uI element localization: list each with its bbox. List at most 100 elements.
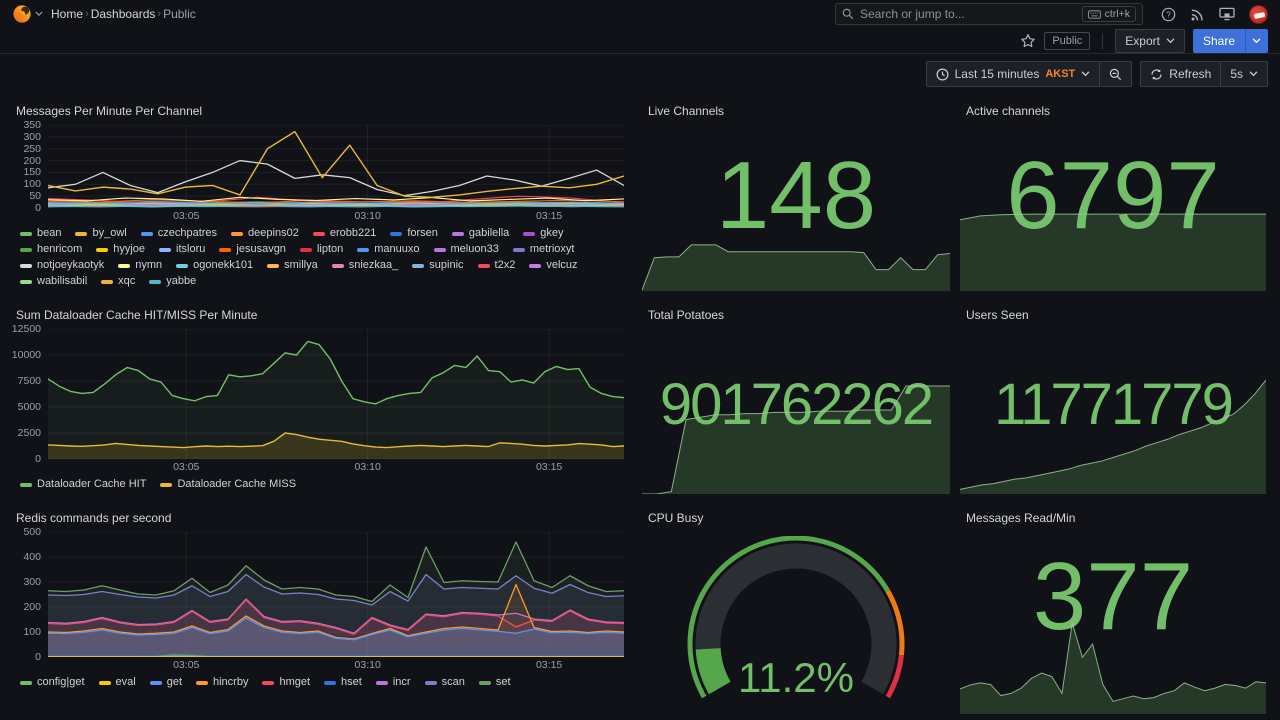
legend-item[interactable]: set	[478, 676, 511, 689]
breadcrumb-dashboards[interactable]: Dashboards	[90, 7, 156, 21]
legend-item[interactable]: Dataloader Cache MISS	[160, 478, 296, 491]
legend-swatch	[140, 231, 153, 236]
legend-item[interactable]: hincrby	[196, 676, 248, 689]
help-icon[interactable]: ?	[1161, 7, 1176, 22]
panel-redis-commands: Redis commands per second 500 400 300 200 10…	[8, 503, 632, 695]
breadcrumb-home[interactable]: Home	[51, 7, 84, 21]
y-tick-label: 200	[23, 154, 41, 167]
panel-title[interactable]: Users Seen	[966, 308, 1029, 322]
legend-item[interactable]: yabbe	[149, 275, 196, 288]
zoom-out-time-button[interactable]	[1100, 61, 1133, 87]
legend-item[interactable]: velcuz	[529, 259, 578, 272]
panel-users-seen: Users Seen 11771779	[958, 300, 1268, 497]
panel-title[interactable]: Active channels	[966, 104, 1051, 118]
grafana-logo[interactable]	[12, 4, 43, 24]
legend-item[interactable]: t2x2	[477, 259, 515, 272]
y-tick-label: 300	[23, 576, 41, 588]
share-button[interactable]: Share	[1192, 28, 1245, 53]
legend-item[interactable]: notjoeykaotyk	[20, 259, 104, 272]
y-tick-label: 400	[23, 551, 41, 563]
legend-item[interactable]: forsen	[390, 227, 438, 240]
legend-item[interactable]: gabilella	[451, 227, 509, 240]
legend-item[interactable]: get	[149, 676, 182, 689]
legend-item[interactable]: hyyjoe	[96, 243, 145, 256]
legend-item[interactable]: smillya	[267, 259, 318, 272]
legend-item[interactable]: erobb221	[312, 227, 376, 240]
legend-item[interactable]: metrioxyt	[512, 243, 574, 256]
panel-title[interactable]: Sum Dataloader Cache HIT/MISS Per Minute	[16, 308, 258, 322]
time-range-picker[interactable]: Last 15 minutes AKST	[925, 61, 1101, 87]
y-axis: 350 300 250 200 150 100 50 0	[16, 119, 48, 214]
panel-title[interactable]: Redis commands per second	[16, 511, 172, 525]
time-series-chart[interactable]: 12500 10000 7500 5000 2500 0	[12, 323, 624, 465]
legend-item[interactable]: supinic	[412, 259, 464, 272]
panel-title[interactable]: CPU Busy	[648, 511, 704, 525]
keyboard-icon	[1087, 9, 1101, 19]
star-icon[interactable]	[1020, 33, 1036, 49]
legend-swatch	[512, 247, 525, 252]
legend-swatch	[451, 231, 464, 236]
export-button[interactable]: Export	[1115, 28, 1185, 53]
kiosk-monitor-icon[interactable]	[1219, 7, 1235, 21]
legend-item[interactable]: manuuxo	[357, 243, 420, 256]
news-rss-icon[interactable]	[1190, 7, 1205, 22]
legend-item[interactable]: hset	[324, 676, 362, 689]
y-tick-label: 100	[23, 626, 41, 638]
legend-label: nymn	[135, 259, 163, 271]
legend-label: manuuxo	[374, 243, 420, 255]
legend-item[interactable]: hmget	[262, 676, 310, 689]
legend-item[interactable]: lipton	[299, 243, 344, 256]
legend-item[interactable]: henricom	[20, 243, 82, 256]
legend-swatch	[523, 231, 536, 236]
y-tick-label: 0	[35, 202, 41, 214]
time-series-chart[interactable]: 500 400 300 200 100 0	[16, 526, 624, 663]
legend-item[interactable]: itsloru	[159, 243, 205, 256]
legend-swatch	[196, 680, 208, 685]
legend-item[interactable]: Dataloader Cache HIT	[20, 478, 146, 491]
legend-label: hmget	[279, 676, 311, 688]
legend-swatch	[98, 680, 111, 685]
legend-item[interactable]: meluon33	[433, 243, 499, 256]
legend-item[interactable]: wabilisabil	[20, 275, 87, 288]
time-series-chart[interactable]: 350 300 250 200 150 100 50 0	[16, 119, 624, 214]
panel-title[interactable]: Total Potatoes	[648, 308, 725, 322]
legend-item[interactable]: czechpatres	[140, 227, 218, 240]
legend-item[interactable]: incr	[375, 676, 411, 689]
legend-swatch	[424, 680, 437, 685]
user-avatar[interactable]	[1249, 4, 1268, 24]
search-placeholder: Search or jump to...	[860, 7, 965, 21]
legend-item[interactable]: eval	[98, 676, 136, 689]
legend-item[interactable]: ogonekk101	[176, 259, 253, 272]
search-input[interactable]: Search or jump to... ctrl+k	[835, 3, 1143, 25]
x-tick-label: 03:10	[354, 210, 381, 222]
legend-item[interactable]: scan	[424, 676, 465, 689]
panel-title[interactable]: Messages Per Minute Per Channel	[16, 104, 203, 118]
refresh-interval-dropdown[interactable]: 5s	[1221, 61, 1268, 87]
share-dropdown-button[interactable]	[1245, 28, 1268, 53]
panel-title[interactable]: Live Channels	[648, 104, 725, 118]
y-tick-label: 350	[23, 119, 41, 131]
legend-label: wabilisabil	[37, 275, 88, 287]
svg-text:?: ?	[1166, 10, 1171, 19]
legend-item[interactable]: config|get	[20, 676, 85, 689]
legend: bean by_owl czechpatres deepins02 erobb221 fo…	[20, 227, 624, 288]
panel-title[interactable]: Messages Read/Min	[966, 511, 1076, 525]
legend-label: lipton	[316, 243, 344, 255]
legend-item[interactable]: sniezkaa_	[331, 259, 398, 272]
legend-swatch	[312, 231, 325, 236]
legend-item[interactable]: bean	[20, 227, 61, 240]
refresh-button[interactable]: Refresh	[1140, 61, 1222, 87]
legend-item[interactable]: gkey	[523, 227, 564, 240]
legend-item[interactable]: by_owl	[75, 227, 127, 240]
legend-label: czechpatres	[157, 227, 218, 239]
breadcrumb-separator: ›	[157, 8, 162, 20]
time-controls: Last 15 minutes AKST Refresh 5s	[925, 61, 1268, 87]
chevron-down-icon	[35, 11, 43, 17]
legend-item[interactable]: deepins02	[231, 227, 299, 240]
legend-item[interactable]: nymn	[118, 259, 162, 272]
legend-item[interactable]: xqc	[101, 275, 135, 288]
clock-icon	[936, 68, 949, 80]
legend-item[interactable]: jesusavgn	[219, 243, 286, 256]
legend-swatch	[219, 247, 232, 252]
legend-swatch	[118, 263, 131, 268]
